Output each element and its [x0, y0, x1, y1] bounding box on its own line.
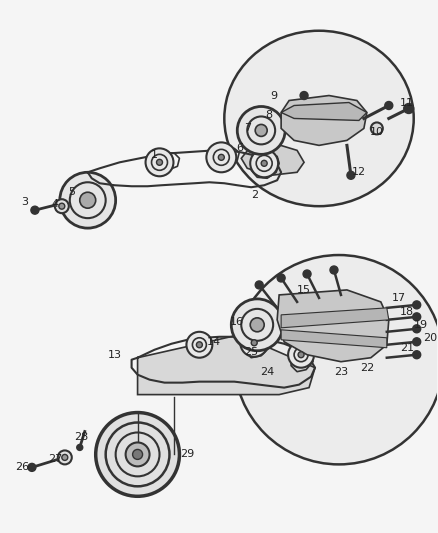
Polygon shape — [281, 330, 387, 348]
Circle shape — [330, 266, 338, 274]
Text: 29: 29 — [180, 449, 194, 459]
Text: 25: 25 — [244, 347, 258, 357]
Text: 24: 24 — [260, 367, 274, 377]
Circle shape — [250, 318, 264, 332]
Circle shape — [206, 142, 236, 172]
Text: 11: 11 — [400, 98, 414, 108]
Text: 13: 13 — [108, 350, 122, 360]
Circle shape — [288, 342, 314, 368]
Circle shape — [77, 445, 83, 450]
Circle shape — [298, 352, 304, 358]
Polygon shape — [138, 335, 315, 394]
Circle shape — [413, 313, 421, 321]
Ellipse shape — [234, 255, 438, 464]
Text: 28: 28 — [74, 432, 89, 442]
Circle shape — [347, 171, 355, 179]
Circle shape — [413, 325, 421, 333]
Circle shape — [133, 449, 142, 459]
Circle shape — [55, 199, 69, 213]
Text: 18: 18 — [400, 307, 414, 317]
Circle shape — [251, 340, 257, 346]
Text: 3: 3 — [21, 197, 28, 207]
Text: 23: 23 — [334, 367, 348, 377]
Text: 17: 17 — [392, 293, 406, 303]
Text: 1: 1 — [151, 150, 158, 160]
Text: 8: 8 — [265, 110, 273, 120]
Text: 9: 9 — [271, 91, 278, 101]
Text: 21: 21 — [400, 343, 414, 353]
Circle shape — [303, 270, 311, 278]
Text: 22: 22 — [360, 362, 374, 373]
Text: 5: 5 — [68, 187, 75, 197]
Polygon shape — [241, 143, 304, 175]
Circle shape — [58, 450, 72, 464]
Polygon shape — [281, 102, 367, 120]
Circle shape — [80, 192, 96, 208]
Circle shape — [231, 299, 283, 351]
Circle shape — [413, 351, 421, 359]
Circle shape — [255, 124, 267, 136]
Ellipse shape — [224, 31, 414, 206]
Text: 15: 15 — [297, 285, 311, 295]
Circle shape — [156, 159, 162, 165]
Circle shape — [261, 160, 267, 166]
Circle shape — [59, 203, 65, 209]
Text: 14: 14 — [207, 337, 221, 347]
Text: 6: 6 — [236, 143, 243, 154]
Circle shape — [404, 103, 414, 114]
Circle shape — [300, 92, 308, 100]
Text: 20: 20 — [424, 333, 438, 343]
Circle shape — [62, 455, 68, 461]
Polygon shape — [281, 308, 389, 328]
Circle shape — [218, 155, 224, 160]
Text: 7: 7 — [244, 124, 251, 133]
Polygon shape — [277, 290, 389, 362]
Text: 19: 19 — [413, 320, 428, 330]
Text: 2: 2 — [251, 190, 258, 200]
Circle shape — [413, 338, 421, 346]
Circle shape — [28, 463, 36, 471]
Circle shape — [277, 274, 285, 282]
Circle shape — [196, 342, 202, 348]
Text: 27: 27 — [48, 455, 62, 464]
Circle shape — [385, 101, 393, 109]
Circle shape — [60, 172, 116, 228]
Text: 10: 10 — [370, 127, 384, 138]
Circle shape — [240, 329, 268, 357]
Circle shape — [187, 332, 212, 358]
Text: 26: 26 — [15, 463, 29, 472]
Text: 4: 4 — [51, 199, 58, 209]
Circle shape — [413, 301, 421, 309]
Circle shape — [145, 148, 173, 176]
Polygon shape — [281, 95, 367, 146]
Circle shape — [126, 442, 149, 466]
Text: 12: 12 — [352, 167, 366, 177]
Circle shape — [96, 413, 180, 496]
Circle shape — [255, 281, 263, 289]
Circle shape — [371, 123, 383, 134]
Circle shape — [250, 149, 278, 177]
Circle shape — [237, 107, 285, 155]
Text: 16: 16 — [230, 317, 244, 327]
Circle shape — [31, 206, 39, 214]
